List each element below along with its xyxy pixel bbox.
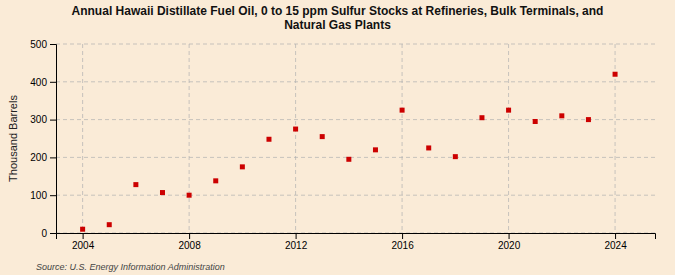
x-tick-label: 2004 xyxy=(72,240,95,251)
x-grid-line xyxy=(295,44,296,233)
x-grid-line xyxy=(508,44,509,233)
y-tick-label: 500 xyxy=(30,39,47,50)
x-tick: 2004 xyxy=(72,233,95,251)
point xyxy=(346,157,351,162)
point xyxy=(479,115,484,120)
x-tick-mark xyxy=(189,233,190,239)
points xyxy=(80,72,617,232)
title-line: Natural Gas Plants xyxy=(284,18,391,32)
y-axis-line xyxy=(50,45,57,234)
point xyxy=(293,127,298,132)
point xyxy=(187,193,192,198)
point xyxy=(559,113,564,118)
x-tick-mark xyxy=(509,233,510,239)
y-tick: 0 xyxy=(41,228,56,239)
y-grid-line xyxy=(56,195,655,196)
plot-area: 2004 2008 2012 2016 2020 2024 0 100 200 300 400 500 xyxy=(30,39,655,251)
y-tick-mark xyxy=(50,157,56,158)
x-grid-line xyxy=(189,44,190,233)
y-tick: 500 xyxy=(30,39,56,50)
x-tick-label: 2020 xyxy=(498,240,521,251)
chart: 2004 2008 2012 2016 2020 2024 0 100 200 300 400 500… xyxy=(0,0,675,275)
title: Annual Hawaii Distillate Fuel Oil, 0 to … xyxy=(72,4,604,32)
source-annotation: Source: U.S. Energy Information Administ… xyxy=(36,262,225,272)
point xyxy=(533,119,538,124)
point xyxy=(160,190,165,195)
y-tick-mark xyxy=(50,82,56,83)
point xyxy=(266,137,271,142)
x-tick: 2016 xyxy=(391,233,414,251)
x-tick: 2020 xyxy=(498,233,521,251)
point xyxy=(240,164,245,169)
point xyxy=(320,134,325,139)
x-tick: 2024 xyxy=(604,233,627,251)
x-tick: 2008 xyxy=(178,233,201,251)
x-tick: 2012 xyxy=(285,233,308,251)
y-axis: 0 100 200 300 400 500 xyxy=(30,39,56,239)
y-tick-label: 200 xyxy=(30,152,47,163)
y-tick-mark xyxy=(50,120,56,121)
point xyxy=(107,222,112,227)
x-tick-label: 2024 xyxy=(604,240,627,251)
x-grid-line xyxy=(402,44,403,233)
y-grid-line xyxy=(56,81,655,82)
y-tick-label: 0 xyxy=(41,228,47,239)
y-tick-label: 100 xyxy=(30,190,47,201)
y-tick: 400 xyxy=(30,77,56,88)
y-tick-mark xyxy=(50,44,56,45)
point xyxy=(80,227,85,232)
y-tick-label: 400 xyxy=(30,77,47,88)
y-tick-mark xyxy=(50,195,56,196)
y-tick: 300 xyxy=(30,114,56,125)
x-axis-line xyxy=(57,234,656,240)
point xyxy=(373,147,378,152)
background xyxy=(0,0,675,275)
x-tick-mark xyxy=(402,233,403,239)
x-tick-label: 2016 xyxy=(391,240,414,251)
point xyxy=(506,108,511,113)
x-tick-label: 2008 xyxy=(178,240,201,251)
y-tick: 100 xyxy=(30,190,56,201)
y-grid-line xyxy=(56,44,655,45)
x-tick-mark xyxy=(83,233,84,239)
y-grid-line xyxy=(56,119,655,120)
y-tick-mark xyxy=(50,233,56,234)
y-tick-label: 300 xyxy=(30,114,47,125)
point xyxy=(400,108,405,113)
x-axis: 2004 2008 2012 2016 2020 2024 xyxy=(57,233,656,251)
x-tick-mark xyxy=(615,233,616,239)
point xyxy=(453,154,458,159)
grid xyxy=(56,44,655,233)
point xyxy=(613,72,618,77)
point xyxy=(586,117,591,122)
point xyxy=(133,182,138,187)
x-grid-line xyxy=(82,44,83,233)
y-tick: 200 xyxy=(30,152,56,163)
y-axis-title: Thousand Barrels xyxy=(7,95,19,182)
point xyxy=(213,178,218,183)
y-grid-line xyxy=(56,157,655,158)
x-tick-mark xyxy=(296,233,297,239)
point xyxy=(426,145,431,150)
x-tick-label: 2012 xyxy=(285,240,308,251)
title-line: Annual Hawaii Distillate Fuel Oil, 0 to … xyxy=(72,4,604,18)
